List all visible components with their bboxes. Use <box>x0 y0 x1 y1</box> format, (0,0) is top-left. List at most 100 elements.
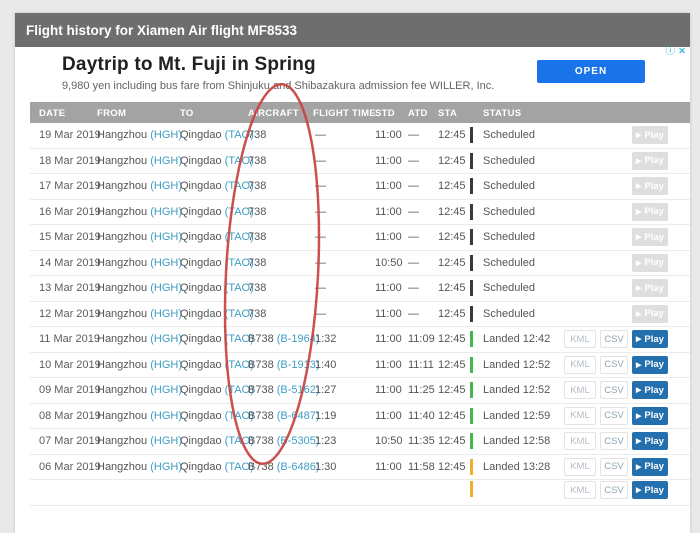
aircraft-type: 738 <box>248 256 267 269</box>
flight-history-widget: Flight history for Xiamen Air flight MF8… <box>15 13 690 533</box>
destination-cell: Qingdao (TAO) <box>180 435 254 447</box>
origin-airport-link[interactable]: (HGH) <box>150 282 182 294</box>
kml-button[interactable]: KML <box>564 457 596 476</box>
play-button[interactable]: ▶ Play <box>632 330 668 348</box>
sta-cell: 12:45 <box>438 307 466 320</box>
play-button[interactable]: ▶ Play <box>632 381 668 399</box>
play-button[interactable]: ▶ Play <box>632 202 668 221</box>
sta-cell: 12:45 <box>438 384 466 396</box>
status-color-bar <box>470 331 473 347</box>
play-button[interactable]: ▶ Play <box>632 304 668 323</box>
aircraft-registration-link[interactable]: (B-1913) <box>276 358 320 371</box>
play-button[interactable]: ▶ Play <box>632 228 668 246</box>
origin-airport-link[interactable]: (HGH) <box>150 333 182 345</box>
status-color-bar <box>470 178 473 194</box>
play-button[interactable]: ▶ Play <box>632 432 668 450</box>
std-cell: 11:00 <box>375 154 402 167</box>
origin-airport-link[interactable]: (HGH) <box>150 358 182 371</box>
sta-cell: 12:45 <box>438 435 466 447</box>
aircraft-cell: B738 (B-5305) <box>248 435 320 447</box>
play-button[interactable]: ▶ Play <box>632 151 668 170</box>
aircraft-registration-link[interactable]: (B-6487) <box>276 409 320 422</box>
col-header-aircraft: AIRCRAFT <box>248 108 299 119</box>
ad-open-button[interactable]: OPEN <box>537 60 645 83</box>
play-button[interactable]: ▶ Play <box>632 457 668 476</box>
origin-cell: Hangzhou (HGH) <box>97 461 182 473</box>
status-text: Scheduled <box>483 205 535 218</box>
std-cell: 11:00 <box>375 205 402 218</box>
csv-button[interactable]: CSV <box>600 432 628 450</box>
origin-airport-link[interactable]: (HGH) <box>150 460 182 473</box>
origin-cell: Hangzhou (HGH) <box>97 282 182 294</box>
origin-airport-link[interactable]: (HGH) <box>150 435 182 447</box>
play-button[interactable]: ▶ Play <box>632 126 668 144</box>
csv-button[interactable]: CSV <box>600 481 628 499</box>
std-cell: 11:00 <box>375 460 402 473</box>
row-actions: KML CSV ▶ Play <box>564 406 668 425</box>
origin-airport-link[interactable]: (HGH) <box>150 231 182 243</box>
kml-button[interactable]: KML <box>564 406 596 425</box>
std-cell: 11:00 <box>375 333 402 345</box>
origin-airport-link[interactable]: (HGH) <box>150 154 182 167</box>
csv-button[interactable]: CSV <box>600 330 628 348</box>
play-button[interactable]: ▶ Play <box>632 481 668 499</box>
aircraft-registration-link[interactable]: (B-1964) <box>276 333 320 345</box>
atd-cell: — <box>408 180 419 192</box>
table-row: 15 Mar 2019 Hangzhou (HGH) Qingdao (TAO)… <box>30 225 690 251</box>
atd-cell: — <box>408 307 419 320</box>
table-row: 07 Mar 2019 Hangzhou (HGH) Qingdao (TAO)… <box>30 429 690 455</box>
play-icon: ▶ <box>636 132 642 139</box>
play-button[interactable]: ▶ Play <box>632 406 668 425</box>
atd-cell: — <box>408 282 419 294</box>
status-color-bar <box>470 407 473 424</box>
ad-info-icon[interactable]: ⓘ <box>665 46 676 57</box>
std-cell: 11:00 <box>375 129 402 141</box>
ad-close-icon[interactable]: ✕ <box>678 46 686 57</box>
kml-button[interactable]: KML <box>564 355 596 374</box>
aircraft-registration-link[interactable]: (B-5162) <box>276 384 320 396</box>
col-header-status: STATUS <box>483 108 522 119</box>
origin-airport-link[interactable]: (HGH) <box>150 205 182 218</box>
csv-button[interactable]: CSV <box>600 355 628 374</box>
aircraft-registration-link[interactable]: (B-6486) <box>276 460 320 473</box>
status-text: Scheduled <box>483 231 535 243</box>
origin-airport-link[interactable]: (HGH) <box>150 256 182 269</box>
ad-headline[interactable]: Daytrip to Mt. Fuji in Spring <box>62 54 316 75</box>
origin-cell: Hangzhou (HGH) <box>97 308 182 320</box>
csv-button[interactable]: CSV <box>600 457 628 476</box>
play-button[interactable]: ▶ Play <box>632 355 668 374</box>
origin-city: Hangzhou <box>97 154 148 167</box>
ad-banner[interactable]: Daytrip to Mt. Fuji in Spring 9,980 yen … <box>15 47 690 102</box>
csv-button[interactable]: CSV <box>600 381 628 399</box>
play-button[interactable]: ▶ Play <box>632 279 668 297</box>
flight-date: 13 Mar 2019 <box>39 282 101 294</box>
aircraft-registration-link[interactable]: (B-5305) <box>276 435 320 447</box>
aircraft-cell: 738 <box>248 155 266 167</box>
csv-button[interactable]: CSV <box>600 406 628 425</box>
origin-airport-link[interactable]: (HGH) <box>150 409 182 422</box>
flight-time-cell: — <box>315 154 326 167</box>
origin-airport-link[interactable]: (HGH) <box>150 307 182 320</box>
aircraft-type: 738 <box>248 205 267 218</box>
kml-button[interactable]: KML <box>564 381 596 399</box>
origin-airport-link[interactable]: (HGH) <box>150 384 182 396</box>
table-row: 16 Mar 2019 Hangzhou (HGH) Qingdao (TAO)… <box>30 199 690 225</box>
kml-button[interactable]: KML <box>564 432 596 450</box>
sta-cell: 12:45 <box>438 154 466 167</box>
status-text: Scheduled <box>483 282 535 294</box>
destination-city: Qingdao <box>180 129 222 141</box>
origin-airport-link[interactable]: (HGH) <box>150 129 182 141</box>
origin-city: Hangzhou <box>97 205 148 218</box>
destination-cell: Qingdao (TAO) <box>180 461 254 473</box>
table-row: KML CSV ▶ Play <box>30 480 690 506</box>
destination-city: Qingdao <box>180 460 222 473</box>
play-button[interactable]: ▶ Play <box>632 253 668 272</box>
kml-button[interactable]: KML <box>564 330 596 348</box>
kml-button[interactable]: KML <box>564 481 596 499</box>
play-button[interactable]: ▶ Play <box>632 177 668 195</box>
row-actions: ▶ Play <box>632 151 668 170</box>
flight-date: 08 Mar 2019 <box>39 409 101 422</box>
status-text: Landed 12:52 <box>483 358 551 371</box>
origin-airport-link[interactable]: (HGH) <box>150 180 182 192</box>
play-label: Play <box>644 359 664 370</box>
